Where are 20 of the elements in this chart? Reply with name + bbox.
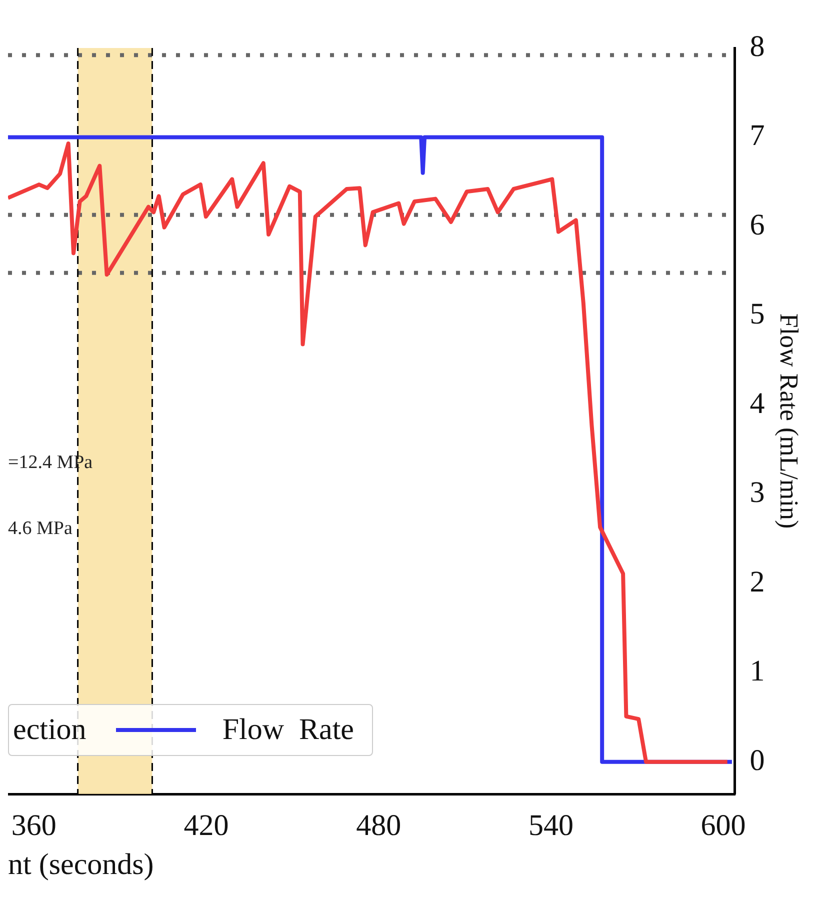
legend-label: Flow Rate — [222, 713, 354, 747]
y-tick-label: 4 — [750, 386, 765, 420]
y-tick-label: 0 — [750, 744, 765, 777]
band-label: ection — [13, 713, 86, 747]
annotation: =12.4 MPa — [8, 452, 94, 473]
y-tick-label: 6 — [750, 208, 765, 242]
y-tick-label: 5 — [750, 298, 765, 331]
x-tick-label: 600 — [700, 808, 746, 842]
x-axis-title: nt (seconds) — [8, 848, 154, 881]
y-tick-label: 8 — [750, 30, 765, 63]
x-tick-label: 360 — [11, 808, 56, 842]
annotation: 4.6 MPa — [8, 518, 73, 539]
y-tick-label: 3 — [750, 476, 765, 510]
y-tick-label: 7 — [750, 119, 765, 152]
y-tick-label: 1 — [750, 654, 765, 688]
x-tick-label: 540 — [528, 808, 574, 842]
y-tick-label: 2 — [750, 565, 765, 598]
y-axis-title: Flow Rate (mL/min) — [774, 313, 804, 529]
x-tick-label: 420 — [184, 808, 229, 842]
x-tick-label: 480 — [356, 808, 402, 842]
